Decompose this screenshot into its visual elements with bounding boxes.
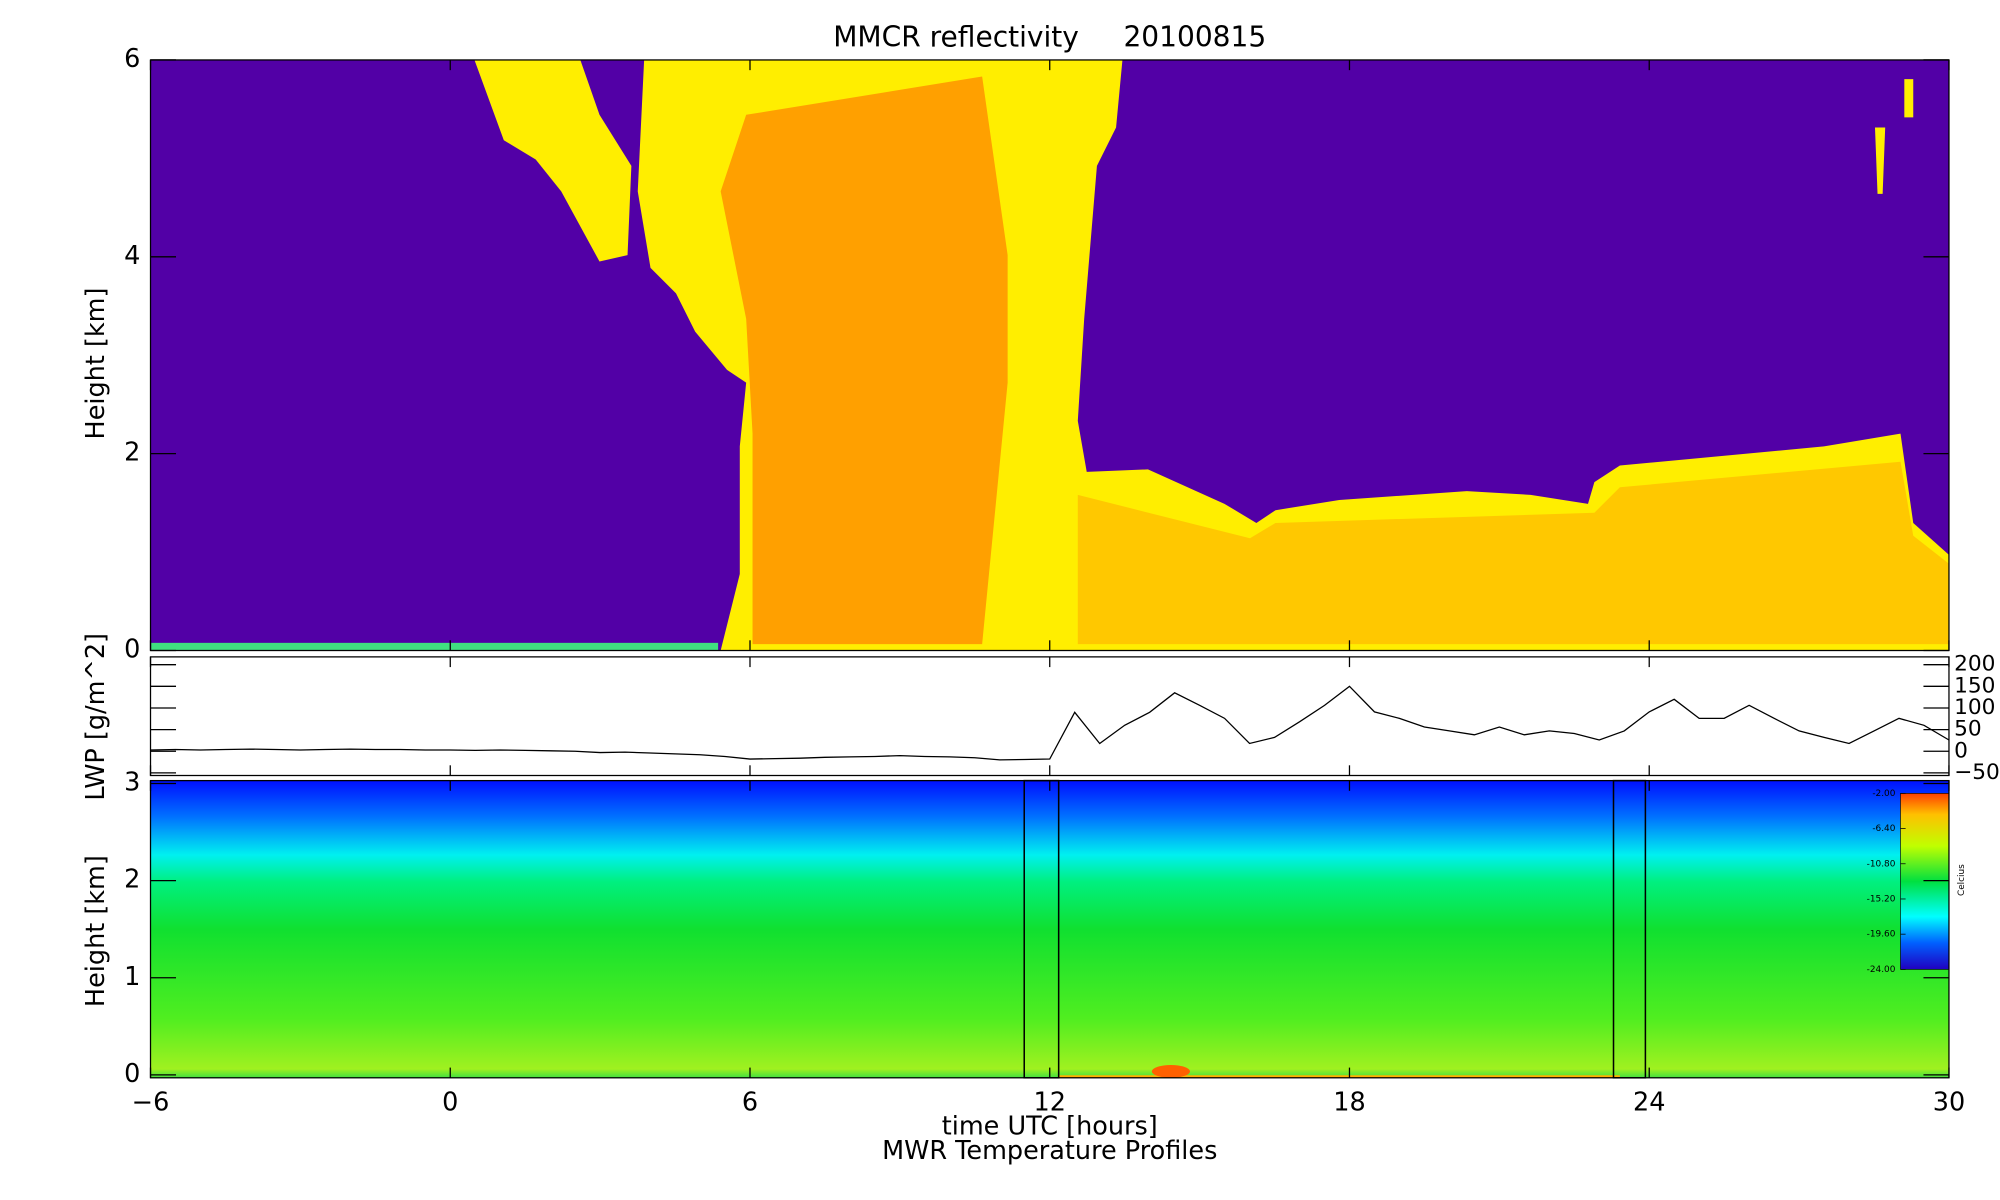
x-tick-label: −6 xyxy=(132,1087,170,1117)
y-tick-label: 6 xyxy=(124,44,140,74)
y-tick-label: 0 xyxy=(1954,738,1968,763)
colorbar xyxy=(1900,793,1950,970)
y-tick-label: −50 xyxy=(1954,760,2000,785)
reflectivity-region xyxy=(474,59,632,262)
y-tick-label: 3 xyxy=(124,768,140,798)
y-tick-label: 4 xyxy=(124,241,140,271)
colorbar-label: Celcius xyxy=(1957,864,1967,896)
plot-group: MMCR reflectivity 20100815 Height [km] L… xyxy=(81,20,2000,1166)
reflectivity-region xyxy=(720,76,1008,645)
y-axis-label: LWP [g/m^2] xyxy=(81,633,111,801)
subtitle: MWR Temperature Profiles xyxy=(882,1136,1217,1166)
x-tick-label: 18 xyxy=(1333,1087,1365,1117)
x-tick-label: 6 xyxy=(742,1087,758,1117)
reflectivity-region xyxy=(1077,461,1949,645)
colorbar-tick-label: -10.80 xyxy=(1867,859,1896,869)
reflectivity-region xyxy=(1904,79,1914,118)
y-tick-label: 0 xyxy=(124,635,140,665)
temperature-region xyxy=(1151,1065,1191,1078)
y-tick-label: 50 xyxy=(1954,717,1982,742)
y-tick-label: 200 xyxy=(1954,652,1995,677)
x-tick-label: 12 xyxy=(1034,1087,1066,1117)
y-tick-label: 2 xyxy=(124,865,140,895)
y-tick-label: 2 xyxy=(124,438,140,468)
x-axis-label: time UTC [hours] xyxy=(942,1112,1158,1142)
y-axis-label: Height [km] xyxy=(81,288,111,440)
x-tick-label: 30 xyxy=(1933,1087,1965,1117)
y-tick-label: 0 xyxy=(124,1059,140,1089)
x-tick-label: 24 xyxy=(1633,1087,1665,1117)
colorbar-tick-label: -15.20 xyxy=(1867,894,1896,904)
temperature-field xyxy=(150,780,1949,1078)
y-axis-label: Height [km] xyxy=(81,855,111,1007)
colorbar-tick-label: -2.00 xyxy=(1872,789,1895,799)
colorbar-tick-label: -24.00 xyxy=(1867,965,1896,975)
temperature-region xyxy=(1058,1075,1620,1078)
lwp-line xyxy=(150,685,1950,761)
colorbar-tick-label: -19.60 xyxy=(1867,930,1896,940)
x-tick-label: 0 xyxy=(442,1087,458,1117)
chart-title: MMCR reflectivity 20100815 xyxy=(833,20,1266,53)
y-tick-label: 150 xyxy=(1954,673,1995,698)
y-tick-label: 1 xyxy=(124,962,140,992)
reflectivity-region xyxy=(1874,127,1886,194)
y-tick-label: 100 xyxy=(1954,695,1995,720)
colorbar-tick-label: -6.40 xyxy=(1872,824,1895,834)
reflectivity-region xyxy=(150,642,719,651)
